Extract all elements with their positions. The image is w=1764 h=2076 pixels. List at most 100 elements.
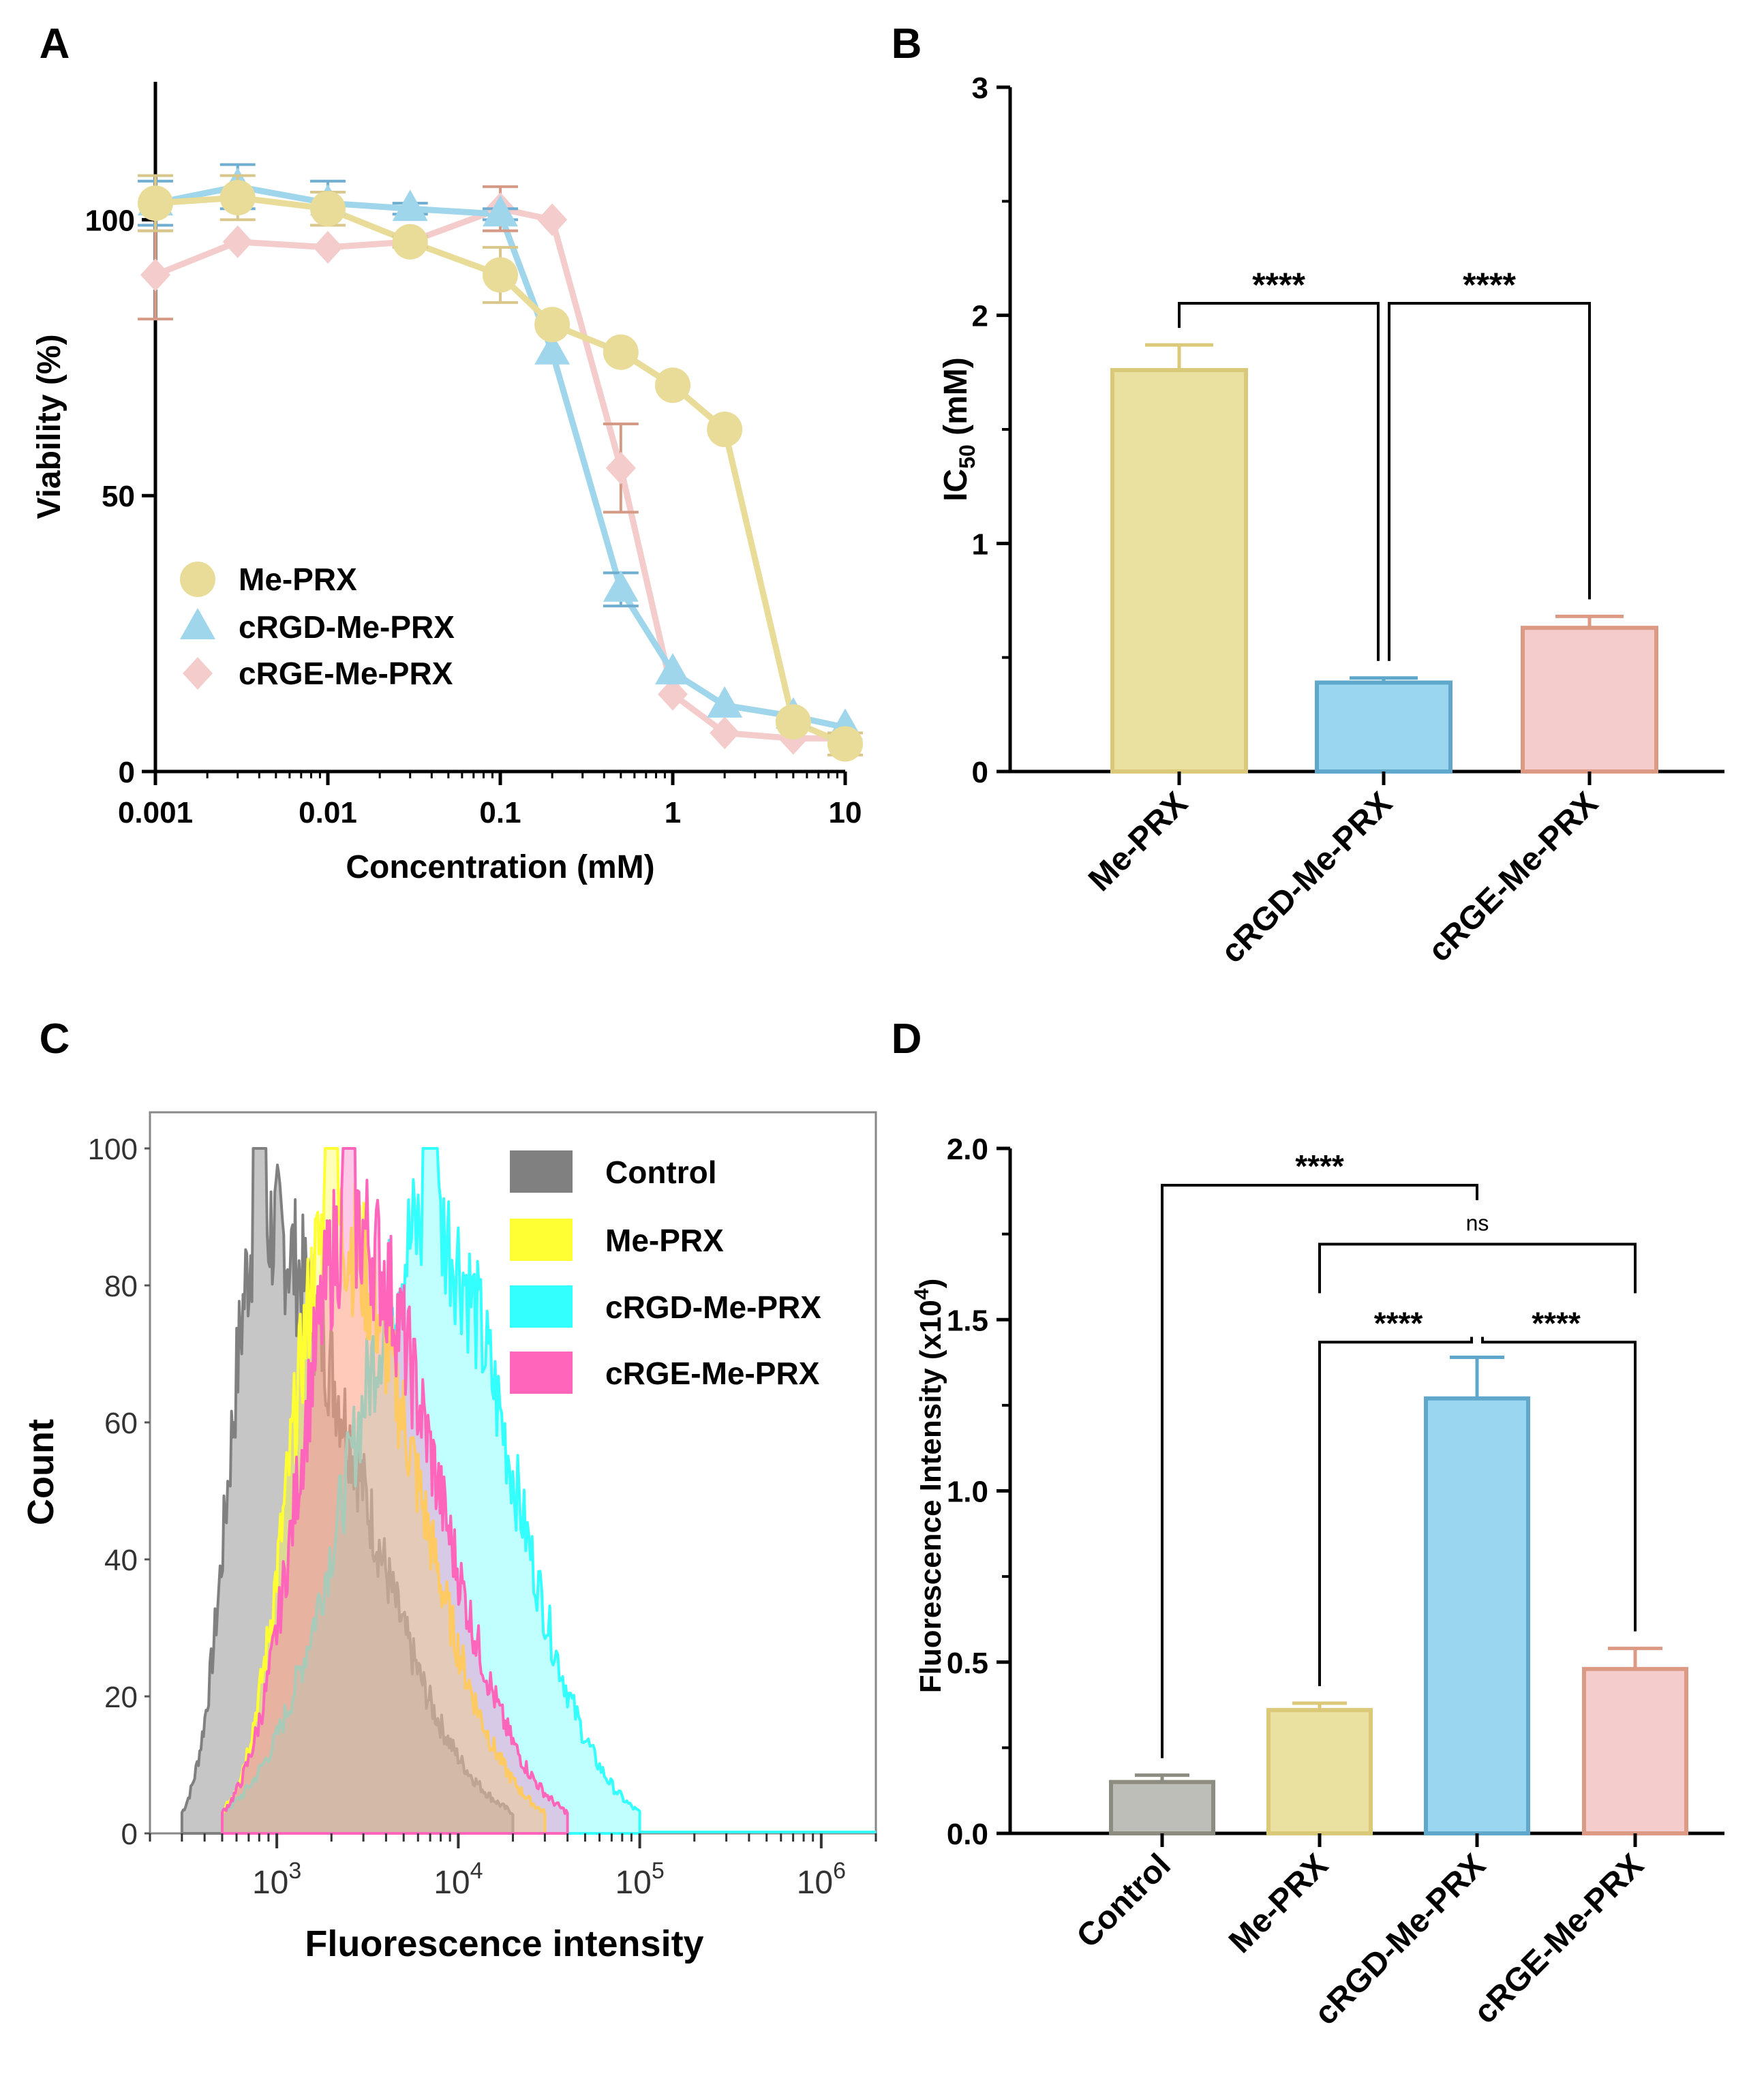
b-bar xyxy=(1110,367,1248,774)
panel-label-b: B xyxy=(892,20,922,67)
a-legend-label: Me-PRX xyxy=(239,562,357,597)
d-y-tick-label: 1.0 xyxy=(947,1476,988,1509)
d-significance-label: ns xyxy=(1466,1211,1489,1236)
a-point xyxy=(392,189,428,222)
a-x-label: Concentration (mM) xyxy=(346,849,654,885)
a-point xyxy=(605,451,636,485)
d-x-tick-label: cRGE-Me-PRX xyxy=(1467,1847,1650,2030)
a-point xyxy=(392,224,428,260)
d-bar xyxy=(1424,1396,1530,1835)
c-legend-swatch xyxy=(510,1285,573,1328)
d-significance-label: **** xyxy=(1532,1305,1581,1341)
a-legend-label: cRGD-Me-PRX xyxy=(239,609,455,645)
d-significance-label: **** xyxy=(1374,1305,1423,1341)
a-point xyxy=(775,704,811,740)
d-bar xyxy=(1582,1666,1688,1836)
d-x-tick-label: cRGD-Me-PRX xyxy=(1307,1847,1492,2032)
d-significance-bracket xyxy=(1318,1337,1473,1687)
b-x-tick-label: cRGE-Me-PRX xyxy=(1421,785,1605,968)
b-significance-bracket xyxy=(1388,302,1591,661)
c-y-tick-label: 100 xyxy=(88,1133,138,1166)
b-x-tick-label: Me-PRX xyxy=(1082,785,1195,898)
a-legend-marker xyxy=(180,608,215,639)
a-point xyxy=(655,653,690,685)
c-x-tick-label: 106 xyxy=(797,1858,846,1901)
a-point xyxy=(140,258,170,292)
panel-label-d: D xyxy=(892,1016,922,1063)
b-y-tick-label: 3 xyxy=(972,72,988,105)
a-y-label: Viability (%) xyxy=(31,334,67,519)
c-y-label: Count xyxy=(20,1419,61,1525)
a-x-tick-label: 0.01 xyxy=(299,796,357,829)
c-y-tick-label: 40 xyxy=(104,1544,138,1577)
b-significance-label: **** xyxy=(1252,266,1305,304)
d-bar xyxy=(1266,1708,1373,1836)
c-histogram-crge-me-prx xyxy=(220,1147,569,1835)
d-significance-bracket xyxy=(1481,1337,1637,1632)
a-point xyxy=(534,333,571,365)
c-y-tick-label: 80 xyxy=(104,1270,138,1303)
c-legend-swatch xyxy=(510,1352,573,1394)
a-point xyxy=(603,334,639,370)
a-point xyxy=(310,191,346,227)
c-y-tick-label: 20 xyxy=(104,1681,138,1714)
a-legend-marker xyxy=(180,562,215,597)
a-point xyxy=(603,570,639,602)
c-y-tick-label: 60 xyxy=(104,1407,138,1440)
a-y-tick-label: 0 xyxy=(119,756,135,789)
c-y-tick-label: 0 xyxy=(121,1818,138,1851)
a-x-tick-label: 1 xyxy=(665,796,681,829)
c-legend-swatch xyxy=(510,1219,573,1261)
a-point xyxy=(483,257,518,293)
b-y-tick-label: 0 xyxy=(972,756,988,789)
b-y-tick-label: 2 xyxy=(972,300,988,333)
a-point xyxy=(655,367,690,403)
d-bar xyxy=(1109,1780,1215,1835)
a-y-tick-label: 50 xyxy=(102,480,135,513)
b-bar xyxy=(1315,680,1453,774)
a-point xyxy=(219,180,256,216)
a-point xyxy=(138,185,173,222)
a-x-tick-label: 10 xyxy=(829,796,862,829)
b-significance-bracket xyxy=(1178,302,1380,661)
c-x-tick-label: 103 xyxy=(252,1858,301,1901)
panel-label-c: C xyxy=(40,1016,70,1063)
d-y-tick-label: 2.0 xyxy=(947,1133,988,1166)
b-x-tick-label: cRGD-Me-PRX xyxy=(1214,785,1399,970)
c-legend-label: cRGE-Me-PRX xyxy=(605,1356,820,1391)
d-x-tick-label: Me-PRX xyxy=(1222,1847,1335,1960)
a-point xyxy=(313,230,343,264)
d-y-tick-label: 0.0 xyxy=(947,1818,988,1851)
b-y-tick-label: 1 xyxy=(972,528,988,561)
d-significance-bracket xyxy=(1318,1242,1637,1294)
a-x-tick-label: 0.001 xyxy=(118,796,193,829)
d-y-tick-label: 1.5 xyxy=(947,1304,988,1337)
b-significance-label: **** xyxy=(1463,266,1516,304)
d-x-tick-label: Control xyxy=(1070,1847,1178,1955)
c-legend-label: Control xyxy=(605,1155,717,1190)
a-point xyxy=(827,726,863,762)
d-significance-bracket xyxy=(1161,1184,1478,1758)
c-legend-swatch xyxy=(510,1150,573,1193)
panel-label-a: A xyxy=(40,20,70,67)
a-point xyxy=(710,716,740,750)
c-x-tick-label: 105 xyxy=(615,1858,664,1901)
a-legend-label: cRGE-Me-PRX xyxy=(239,656,453,691)
c-x-label: Fluorescence intensity xyxy=(305,1923,703,1964)
a-point xyxy=(537,203,568,236)
a-point xyxy=(658,677,688,711)
d-y-tick-label: 0.5 xyxy=(947,1647,988,1680)
b-y-label: IC50 (mM) xyxy=(938,357,979,502)
a-point xyxy=(534,307,571,343)
a-point xyxy=(707,412,743,448)
c-legend-label: Me-PRX xyxy=(605,1223,724,1258)
a-point xyxy=(222,225,253,258)
a-y-tick-label: 100 xyxy=(85,204,135,237)
a-x-tick-label: 0.1 xyxy=(479,796,521,829)
d-y-label: Fluorescence Intensity (x104) xyxy=(911,1279,947,1693)
a-legend-marker xyxy=(183,657,213,690)
b-bar xyxy=(1521,626,1658,774)
a-point xyxy=(483,195,518,227)
d-significance-label: **** xyxy=(1295,1148,1344,1184)
